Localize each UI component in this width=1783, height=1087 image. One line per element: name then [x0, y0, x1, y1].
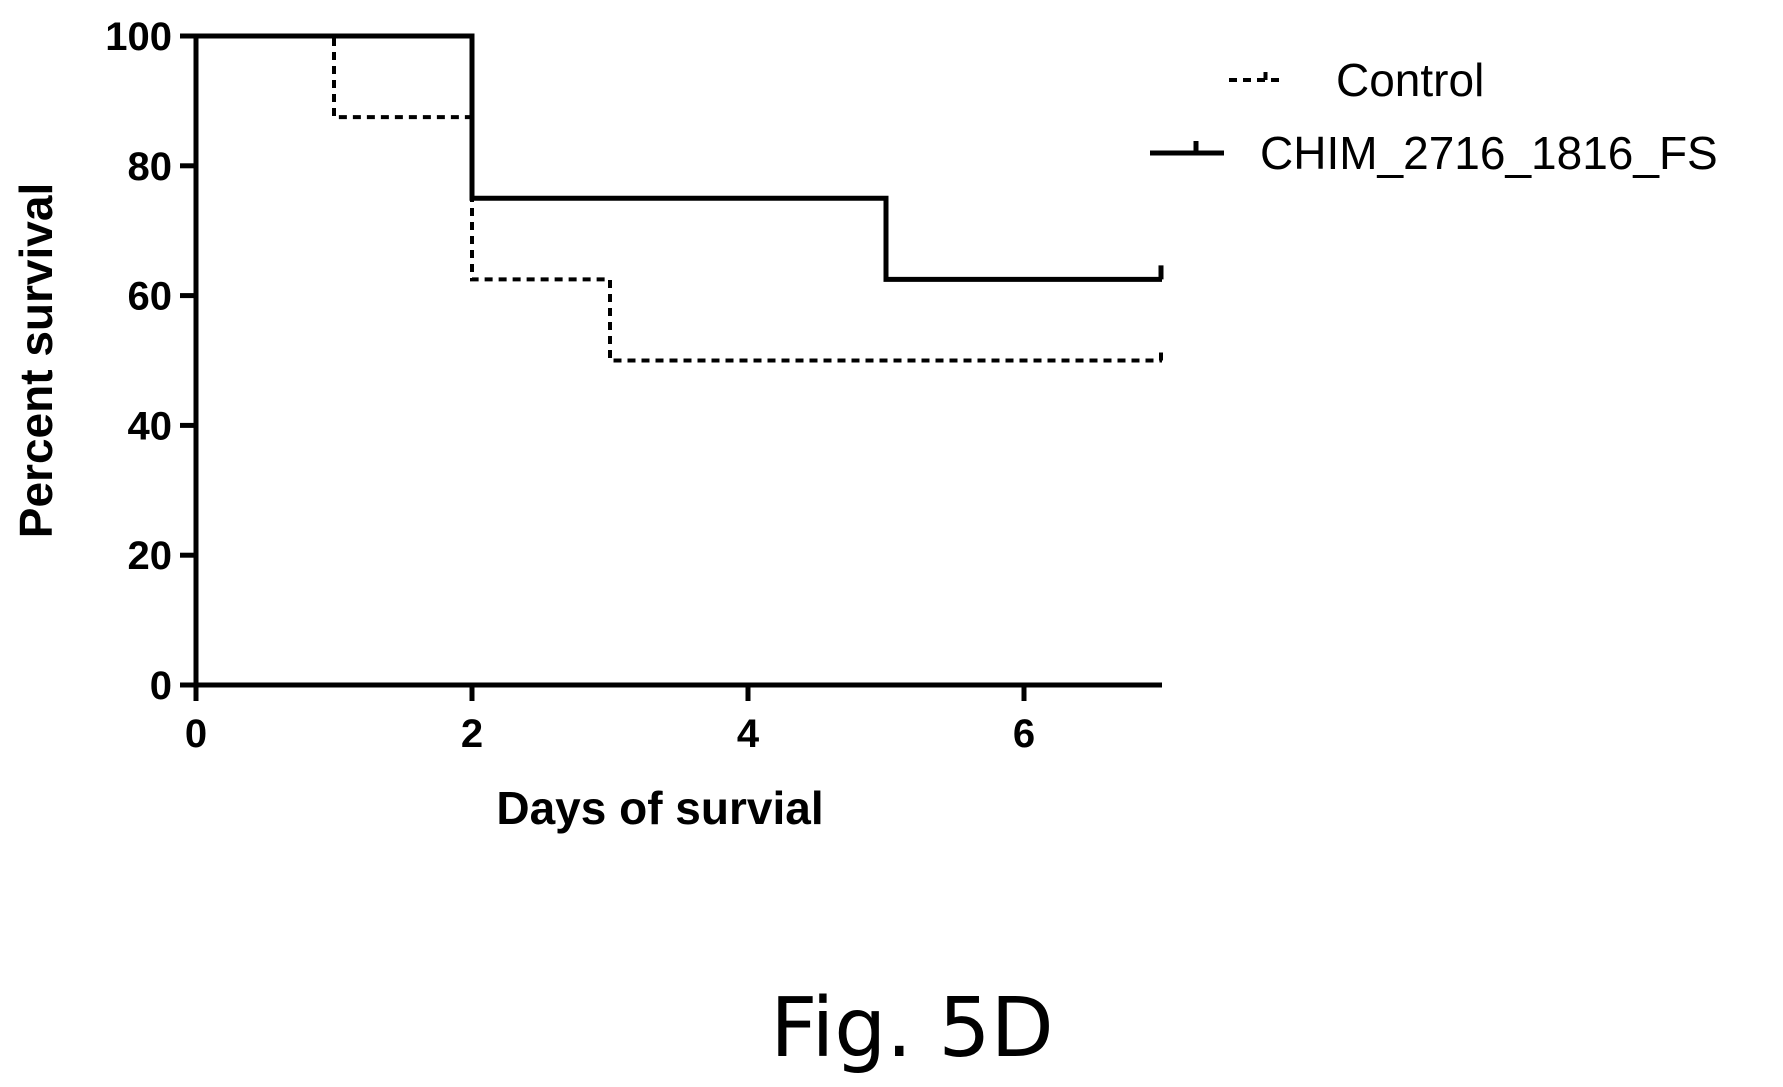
x-tick-label: 4	[737, 712, 760, 756]
legend-label-control: Control	[1336, 54, 1484, 106]
y-tick-label: 100	[105, 15, 172, 59]
y-tick-label: 60	[128, 275, 173, 319]
y-tick-label: 20	[128, 534, 173, 578]
ticks-layer: 0 20 40 60 80 100 0 2 4 6	[105, 15, 1035, 756]
series-line-treatment	[196, 36, 1162, 279]
y-tick-label: 0	[150, 664, 172, 708]
axes-layer	[194, 34, 1162, 687]
figure-caption: Fig. 5D	[770, 981, 1053, 1076]
y-tick-label: 40	[128, 404, 173, 448]
x-tick-label: 2	[461, 712, 483, 756]
y-axis-title: Percent survival	[10, 183, 62, 538]
x-axis-title: Days of survial	[496, 782, 823, 834]
y-tick-label: 80	[128, 145, 173, 189]
legend: Control CHIM_2716_1816_FS	[1150, 54, 1718, 179]
x-tick-label: 0	[185, 712, 207, 756]
series-layer	[196, 36, 1162, 361]
legend-item-treatment: CHIM_2716_1816_FS	[1150, 127, 1718, 179]
x-tick-label: 6	[1013, 712, 1035, 756]
legend-item-control: Control	[1229, 54, 1484, 106]
legend-label-treatment: CHIM_2716_1816_FS	[1260, 127, 1718, 179]
